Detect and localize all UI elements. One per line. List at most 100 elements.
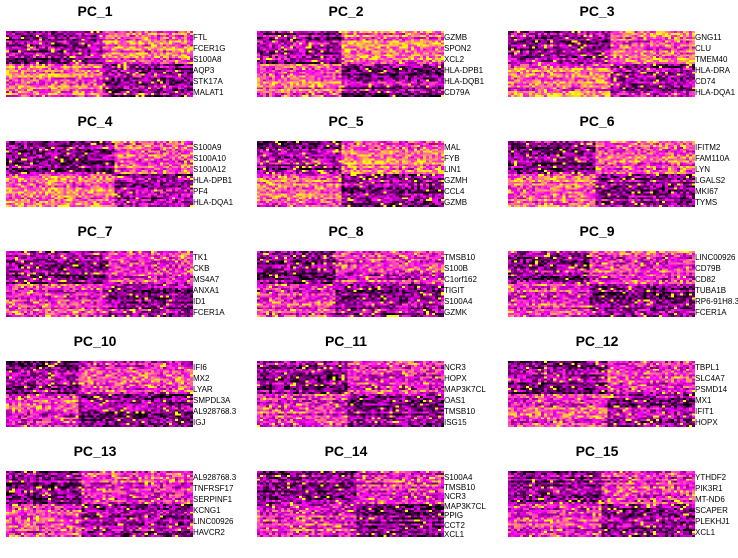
heatmap-cell: [165, 36, 170, 40]
heatmap-cell: [293, 60, 297, 63]
heatmap-cell: [189, 31, 193, 34]
heatmap-cell: [84, 81, 88, 84]
heatmap-cell: [389, 75, 394, 78]
heatmap-cell: [383, 71, 387, 74]
heatmap-cell: [138, 54, 143, 57]
heatmap-cell: [395, 44, 400, 47]
heatmap-cell: [652, 48, 657, 51]
heatmap-cell: [386, 79, 391, 82]
heatmap-cell: [138, 81, 143, 84]
heatmap-cell: [404, 93, 409, 96]
heatmap-cell: [356, 34, 360, 38]
heatmap-cell: [138, 36, 143, 40]
heatmap-cell: [54, 95, 58, 97]
heatmap-cell: [42, 83, 46, 86]
heatmap-cell: [105, 81, 109, 84]
heatmap-cell: [434, 65, 439, 69]
heatmap-cell: [658, 38, 663, 41]
heatmap-cell: [257, 77, 261, 80]
heatmap-cell: [664, 42, 669, 45]
heatmap-cell: [33, 73, 37, 76]
heatmap-cell: [138, 42, 143, 45]
heatmap-cell: [171, 64, 176, 67]
heatmap-cell: [332, 42, 336, 45]
heatmap-cell: [260, 85, 264, 88]
heatmap-cell: [117, 44, 121, 47]
heatmap-cell: [595, 50, 599, 53]
heatmap-cell: [374, 95, 378, 97]
heatmap-cell: [338, 32, 342, 36]
heatmap-cell: [275, 44, 279, 47]
heatmap-cell: [365, 44, 369, 47]
heatmap-cell: [159, 54, 164, 57]
heatmap-cell: [263, 34, 267, 38]
heatmap-cell: [640, 42, 645, 45]
heatmap-cell: [386, 89, 391, 92]
heatmap-cell: [138, 52, 143, 55]
heatmap-cell: [368, 42, 372, 45]
heatmap-cell: [12, 81, 16, 84]
heatmap-cell: [63, 69, 67, 73]
heatmap-cell: [311, 87, 315, 90]
heatmap-cell: [281, 75, 285, 78]
heatmap-cell: [323, 42, 327, 45]
heatmap-cell: [368, 83, 372, 86]
heatmap-cell: [359, 54, 363, 57]
heatmap-cell: [595, 48, 599, 51]
heatmap-cell: [99, 48, 103, 51]
heatmap-cell: [317, 54, 321, 57]
heatmap-cell: [156, 31, 161, 34]
heatmap-cell: [81, 60, 85, 63]
heatmap-cell: [589, 44, 593, 47]
heatmap-cell: [517, 54, 521, 57]
heatmap-cell: [356, 36, 360, 40]
heatmap-cell: [335, 40, 339, 43]
heatmap-cell: [356, 44, 360, 47]
heatmap-cell: [60, 73, 64, 76]
heatmap-cell: [410, 77, 415, 80]
heatmap-cell: [353, 73, 357, 76]
heatmap-cell: [308, 73, 312, 76]
heatmap-cell: [290, 42, 294, 45]
heatmap-cell: [284, 64, 288, 67]
heatmap-cell: [132, 64, 136, 67]
heatmap-cell: [419, 73, 424, 76]
heatmap-cell: [189, 46, 193, 49]
heatmap-cell: [335, 52, 339, 55]
heatmap-cell: [30, 40, 34, 43]
heatmap-cell: [553, 38, 557, 41]
heatmap-cell: [189, 40, 193, 43]
heatmap-cell: [341, 50, 345, 53]
heatmap-cell: [69, 56, 73, 59]
heatmap-cell: [296, 46, 300, 49]
heatmap-cell: [141, 73, 146, 76]
heatmap-cell: [619, 40, 623, 43]
heatmap-cell: [186, 56, 191, 59]
heatmap-cell: [428, 77, 433, 80]
heatmap-cell: [377, 85, 381, 88]
heatmap-cell: [362, 31, 366, 34]
heatmap-cell: [12, 64, 16, 67]
heatmap-cell: [314, 52, 318, 55]
heatmap-cell: [440, 31, 444, 34]
heatmap-cell: [24, 32, 28, 36]
heatmap-cell: [156, 40, 161, 43]
heatmap-cell: [574, 34, 578, 38]
heatmap-cell: [177, 81, 182, 84]
heatmap-cell: [75, 65, 79, 69]
heatmap-cell: [299, 73, 303, 76]
heatmap-cell: [550, 52, 554, 55]
heatmap-cell: [30, 48, 34, 51]
heatmap-cell: [102, 71, 106, 74]
heatmap-cell: [96, 42, 100, 45]
heatmap-cell: [395, 56, 400, 59]
heatmap-cell: [556, 44, 560, 47]
heatmap-cell: [646, 48, 651, 51]
heatmap-cell: [123, 38, 127, 41]
heatmap-cell: [87, 42, 91, 45]
heatmap-cell: [90, 83, 94, 86]
heatmap-cell: [27, 85, 31, 88]
heatmap-cell: [266, 40, 270, 43]
heatmap-cell: [18, 46, 22, 49]
heatmap-cell: [589, 32, 593, 36]
